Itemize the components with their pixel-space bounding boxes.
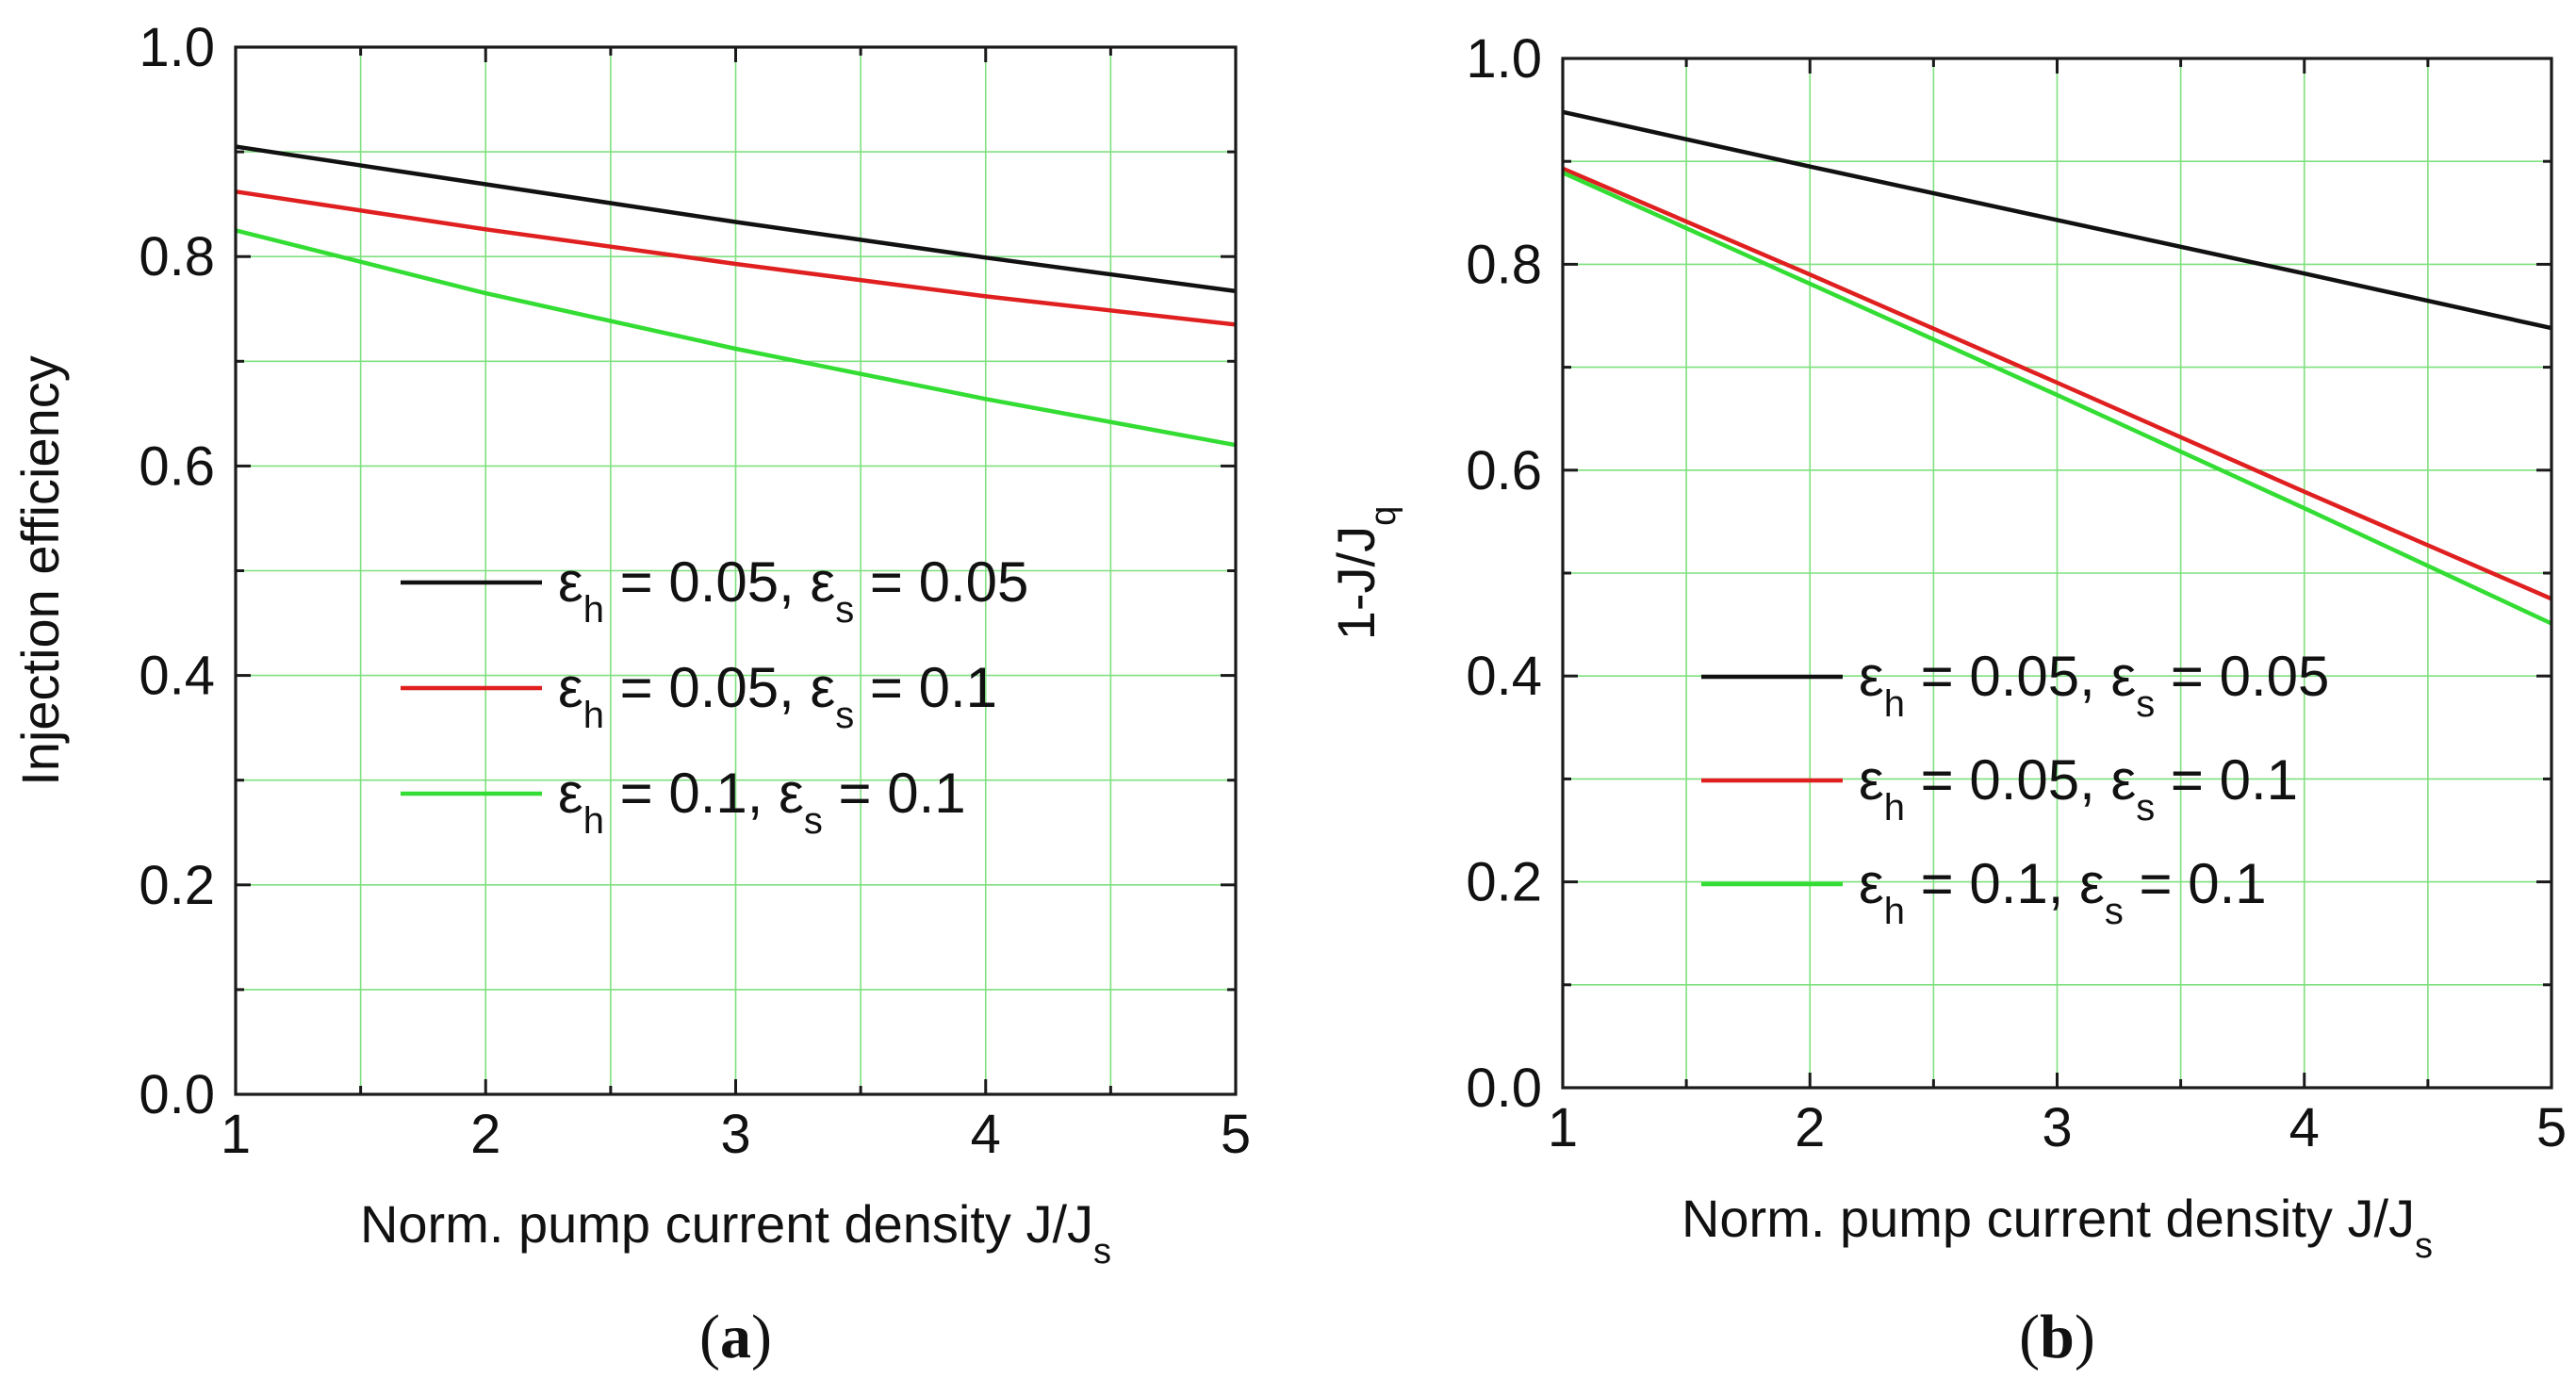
legend-es-value: = 0.1 [823, 762, 966, 825]
y-axis-title-main: Injection efficiency [10, 355, 70, 786]
legend-eh-value: = 0.1, [1905, 852, 2079, 915]
panel-label-close: ) [2075, 1303, 2095, 1371]
x-tick-label: 3 [720, 1104, 750, 1165]
series-line-2 [235, 189, 1237, 327]
panel-label-letter: b [2040, 1303, 2075, 1371]
y-axis-title-main: 1-J/J [1326, 526, 1386, 640]
legend-epsilon: ε [558, 762, 583, 825]
series-line-2 [1562, 166, 2552, 601]
y-tick-label: 1.0 [1466, 28, 1542, 90]
legend-label-2: εh = 0.05, εs = 0.1 [1859, 748, 2298, 829]
y-tick-label: 0.4 [1466, 646, 1542, 707]
x-tick-label: 3 [2042, 1097, 2072, 1158]
legend-eh-value: = 0.05, [604, 550, 811, 614]
y-tick-label: 0.8 [139, 226, 215, 287]
grid [236, 47, 1236, 1094]
series-line-3 [1562, 171, 2552, 626]
legend-epsilon: ε [1859, 748, 1884, 812]
legend-epsilon: ε [779, 762, 804, 825]
panel-label-open: ( [2019, 1303, 2040, 1371]
x-tick-label: 5 [2536, 1097, 2567, 1158]
legend-es-value: = 0.1 [854, 656, 997, 719]
y-tick-label: 0.6 [1466, 440, 1542, 501]
legend-epsilon: ε [2079, 852, 2105, 915]
legend-subscript-s: s [835, 695, 854, 736]
x-tick-label: 1 [1548, 1097, 1578, 1158]
legend-epsilon: ε [811, 656, 836, 719]
legend-label-2: εh = 0.05, εs = 0.1 [558, 656, 997, 736]
panel-label-close: ) [751, 1303, 772, 1371]
y-tick-label: 0.8 [1466, 234, 1542, 295]
x-tick-label: 5 [1221, 1104, 1251, 1165]
y-tick-label: 0.0 [1466, 1058, 1542, 1119]
x-axis-title-subscript: s [1093, 1232, 1111, 1272]
x-tick-label: 4 [971, 1104, 1001, 1165]
legend-eh-value: = 0.05, [1905, 748, 2111, 812]
panel-label: (b) [2019, 1303, 2095, 1371]
x-axis-title-main: Norm. pump current density J/J [1682, 1189, 2415, 1248]
legend-subscript-s: s [835, 589, 854, 631]
legend-subscript-s: s [804, 800, 823, 842]
legend-es-value: = 0.1 [2124, 852, 2267, 915]
y-tick-label: 0.6 [139, 435, 215, 497]
y-axis-title: Injection efficiency [10, 355, 70, 786]
legend-eh-value: = 0.05, [604, 656, 811, 719]
x-tick-label: 2 [470, 1104, 500, 1165]
series-line-3 [235, 228, 1237, 448]
x-axis-title-main: Norm. pump current density J/J [360, 1194, 1093, 1254]
x-tick-label: 1 [221, 1104, 251, 1165]
legend-epsilon: ε [1859, 645, 1884, 708]
x-tick-label: 4 [2289, 1097, 2320, 1158]
x-axis-title-subscript: s [2415, 1226, 2433, 1266]
y-tick-label: 0.4 [139, 646, 215, 707]
legend-subscript-h: h [583, 589, 604, 631]
legend-epsilon: ε [2111, 748, 2137, 812]
legend-subscript-h: h [583, 695, 604, 736]
legend-epsilon: ε [1859, 852, 1884, 915]
y-tick-label: 0.2 [139, 855, 215, 916]
legend-eh-value: = 0.1, [604, 762, 779, 825]
y-tick-label: 0.2 [1466, 852, 1542, 913]
legend-es-value: = 0.1 [2155, 748, 2298, 812]
legend-subscript-h: h [583, 800, 604, 842]
legend-label-3: εh = 0.1, εs = 0.1 [1859, 852, 2267, 932]
ticks [1561, 57, 2553, 1090]
grid [1563, 58, 2551, 1088]
legend-subscript-s: s [2136, 683, 2155, 725]
x-axis-title: Norm. pump current density J/Js [1682, 1189, 2433, 1266]
panel-label-open: ( [699, 1303, 720, 1371]
legend-subscript-h: h [1884, 683, 1905, 725]
series-line-1 [1562, 109, 2552, 331]
legend-subscript-s: s [2105, 891, 2124, 932]
y-axis-title: 1-J/Jq [1326, 506, 1403, 641]
legend-es-value: = 0.05 [2155, 645, 2329, 708]
ticks [234, 45, 1238, 1096]
y-axis-title-subscript: q [1364, 506, 1403, 526]
panel-label-letter: a [720, 1303, 751, 1371]
legend-label-3: εh = 0.1, εs = 0.1 [558, 762, 966, 842]
y-tick-label: 0.0 [139, 1064, 215, 1125]
legend-subscript-h: h [1884, 891, 1905, 932]
x-tick-label: 2 [1795, 1097, 1825, 1158]
legend-es-value: = 0.05 [854, 550, 1028, 614]
chart-panel-a: 1 2 3 4 5 0.0 0.2 0.4 0.6 0.8 1.0 Norm. pump curren… [10, 17, 1251, 1371]
legend-epsilon: ε [811, 550, 836, 614]
legend-subscript-s: s [2136, 787, 2155, 829]
x-axis-title: Norm. pump current density J/Js [360, 1194, 1111, 1272]
y-tick-label: 1.0 [139, 17, 215, 78]
legend-epsilon: ε [558, 550, 583, 614]
legend-epsilon: ε [558, 656, 583, 719]
series-line-1 [235, 144, 1237, 294]
legend-subscript-h: h [1884, 787, 1905, 829]
legend-label-1: εh = 0.05, εs = 0.05 [1859, 645, 2329, 725]
legend-epsilon: ε [2111, 645, 2137, 708]
chart-panel-b: 1 2 3 4 5 0.0 0.2 0.4 0.6 0.8 1.0 Norm. pump curren… [1326, 28, 2567, 1371]
panel-label: (a) [699, 1303, 772, 1371]
legend-eh-value: = 0.05, [1905, 645, 2111, 708]
legend-label-1: εh = 0.05, εs = 0.05 [558, 550, 1028, 631]
